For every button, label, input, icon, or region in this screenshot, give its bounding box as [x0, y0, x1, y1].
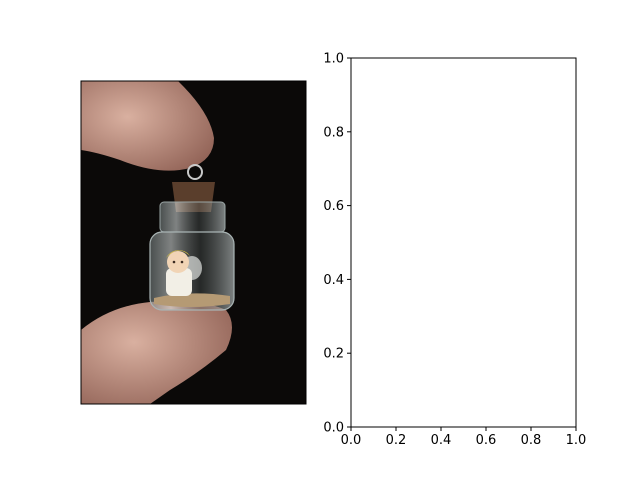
x-tick-label: 0.6: [476, 433, 497, 448]
x-tick-label: 1.0: [566, 433, 587, 448]
photo-frame: [80, 80, 307, 405]
jump-ring: [187, 164, 203, 180]
x-tick-label: 0.4: [431, 433, 452, 448]
x-tick-label: 0.2: [386, 433, 407, 448]
y-tick-label: 0.0: [323, 421, 344, 436]
x-axis: 0.0 0.2 0.4 0.6 0.8 1.0: [341, 427, 587, 448]
y-tick-label: 0.6: [323, 199, 344, 214]
angel-figure: [166, 250, 202, 296]
lower-finger: [81, 301, 232, 404]
y-tick-label: 0.4: [323, 273, 344, 288]
upper-finger: [81, 81, 214, 171]
y-tick-label: 0.8: [323, 125, 344, 140]
x-tick-label: 0.8: [521, 433, 542, 448]
photo-panel: [81, 81, 306, 404]
axes-frame: [350, 57, 577, 428]
bottle-sand: [154, 293, 230, 307]
bottle-neck: [159, 201, 226, 233]
y-tick-label: 0.2: [323, 347, 344, 362]
x-tick-label: 0.0: [341, 433, 362, 448]
y-axis: 0.0 0.2 0.4 0.6 0.8 1.0: [323, 52, 351, 436]
y-tick-label: 1.0: [323, 52, 344, 67]
axes: 0.0 0.2 0.4 0.6 0.8 1.0 0.0 0.2 0.4 0.6 0.8 1.0: [323, 52, 586, 449]
